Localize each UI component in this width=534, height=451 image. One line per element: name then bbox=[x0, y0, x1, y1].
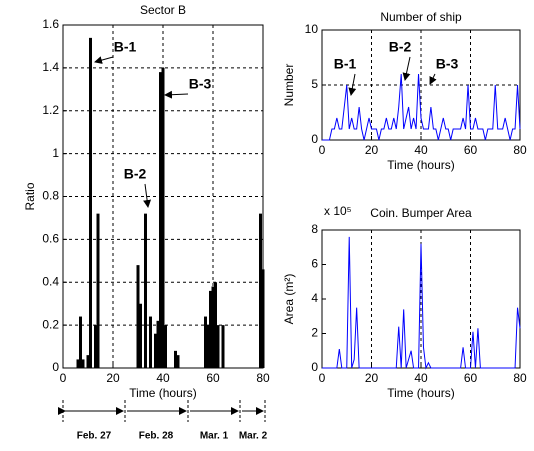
y-tick-label: 1 bbox=[52, 146, 59, 160]
y-tick-label: 0 bbox=[52, 360, 59, 374]
chart-title: Sector B bbox=[140, 3, 186, 17]
chart-title: Coin. Bumper Area bbox=[370, 206, 472, 220]
annotation-arrow bbox=[348, 73, 357, 96]
y-tick-label: 1.6 bbox=[42, 17, 59, 31]
annotation: B-3 bbox=[189, 76, 212, 92]
annotation-arrow bbox=[143, 183, 152, 208]
chart-title: Number of ship bbox=[380, 10, 462, 24]
line bbox=[322, 73, 521, 141]
x-axis-label: Time (hours) bbox=[387, 386, 455, 400]
annotation: B-2 bbox=[124, 166, 147, 182]
y-axis-label: Area (m²) bbox=[282, 274, 296, 325]
period-label: Feb. 28 bbox=[139, 431, 174, 442]
y-tick-label: 0 bbox=[311, 132, 318, 146]
annotation-arrow bbox=[164, 90, 189, 99]
x-tick-label: 40 bbox=[156, 371, 170, 385]
x-tick-label: 20 bbox=[106, 371, 120, 385]
annotation: B-3 bbox=[436, 56, 459, 72]
x-tick-label: 60 bbox=[464, 371, 478, 385]
timeline bbox=[58, 400, 266, 422]
y-tick-label: 0 bbox=[311, 360, 318, 374]
y-axis-label: Number bbox=[282, 64, 296, 107]
x-tick-label: 80 bbox=[256, 371, 270, 385]
x-tick-label: 80 bbox=[513, 143, 527, 157]
y-tick-label: 0.2 bbox=[42, 317, 59, 331]
scale-label: x 10⁵ bbox=[324, 204, 352, 218]
y-tick-label: 5 bbox=[311, 77, 318, 91]
line bbox=[322, 236, 521, 370]
y-tick-label: 6 bbox=[311, 257, 318, 271]
annotation-arrow bbox=[429, 73, 437, 85]
annotation: B-1 bbox=[334, 56, 357, 72]
annotation: B-1 bbox=[114, 39, 137, 55]
period-label: Mar. 2 bbox=[239, 431, 268, 442]
annotation-arrow bbox=[402, 56, 411, 81]
x-tick-label: 60 bbox=[206, 371, 220, 385]
x-tick-label: 0 bbox=[60, 371, 67, 385]
y-tick-label: 2 bbox=[311, 326, 318, 340]
x-axis-label: Time (hours) bbox=[387, 158, 455, 172]
x-tick-label: 40 bbox=[414, 371, 428, 385]
y-tick-label: 4 bbox=[311, 291, 318, 305]
y-tick-label: 0.8 bbox=[42, 189, 59, 203]
x-tick-label: 40 bbox=[414, 143, 428, 157]
period-label: Mar. 1 bbox=[200, 431, 229, 442]
y-tick-label: 1.4 bbox=[42, 60, 59, 74]
x-tick-label: 20 bbox=[365, 143, 379, 157]
y-tick-label: 0.4 bbox=[42, 274, 59, 288]
annotation: B-2 bbox=[389, 39, 412, 55]
x-tick-label: 60 bbox=[464, 143, 478, 157]
y-tick-label: 1.2 bbox=[42, 103, 59, 117]
x-tick-label: 0 bbox=[319, 371, 326, 385]
x-tick-label: 80 bbox=[513, 371, 527, 385]
y-axis-label: Ratio bbox=[23, 182, 37, 210]
annotation-arrow bbox=[94, 56, 114, 64]
x-tick-label: 0 bbox=[319, 143, 326, 157]
period-label: Feb. 27 bbox=[77, 431, 112, 442]
x-axis-label: Time (hours) bbox=[129, 386, 197, 400]
x-tick-label: 20 bbox=[365, 371, 379, 385]
y-tick-label: 10 bbox=[305, 22, 319, 36]
y-tick-label: 8 bbox=[311, 222, 318, 236]
y-tick-label: 0.6 bbox=[42, 232, 59, 246]
